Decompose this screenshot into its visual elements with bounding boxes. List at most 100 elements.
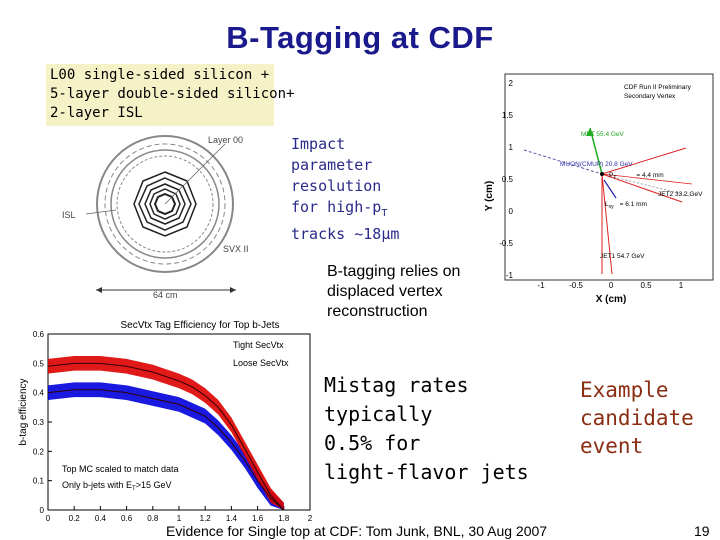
detector-diagram: Layer 00 ISL SVX II 64 cm — [62, 135, 249, 300]
silicon-description: L00 single-sided silicon + 5-layer doubl… — [46, 64, 295, 126]
efficiency-chart: SecVtx Tag Efficiency for Top b-Jets b-t… — [18, 320, 313, 523]
isl-label: ISL — [62, 210, 76, 220]
example-line: Example — [580, 378, 669, 402]
x-tick-label: 1.2 — [200, 514, 212, 523]
impact-subscript: T — [381, 208, 388, 219]
met-arrowhead — [586, 128, 594, 136]
jet2-label: JET2 33.2 GeV — [658, 191, 703, 198]
mistag-line: Mistag rates — [324, 373, 469, 397]
btag-relies-text: B-tagging relies on displaced vertex rec… — [327, 262, 460, 322]
muon-label: MUON(CMUP) 20.8 GeV — [560, 161, 633, 168]
y-tick-label: 0.6 — [33, 330, 45, 339]
mistag-line: light-flavor jets — [324, 460, 529, 484]
svx-layer — [149, 188, 181, 220]
page-number: 19 — [694, 523, 710, 539]
y-tick: 1 — [509, 143, 514, 152]
impact-line: for high-pT — [291, 197, 399, 224]
x-tick-label: 1.6 — [252, 514, 264, 523]
chart-annotation: Top MC scaled to match data — [62, 464, 179, 474]
svx-layer — [144, 183, 186, 225]
relies-line: reconstruction — [327, 303, 428, 320]
isl-inner-ring — [104, 143, 226, 265]
silicon-line: 2-layer ISL — [50, 105, 143, 121]
chart-y-ticks: 0 0.1 0.2 0.3 0.4 0.5 0.6 — [33, 330, 52, 515]
example-line: event — [580, 434, 644, 458]
example-caption: Example candidate event — [580, 376, 694, 460]
x-tick-label: 1.4 — [226, 514, 238, 523]
relies-line: B-tagging relies on — [327, 263, 461, 280]
jet2-line — [601, 173, 683, 203]
y-tick-label: 0.4 — [33, 389, 45, 398]
line-tight — [47, 389, 285, 511]
isl-outer-ring — [96, 135, 234, 273]
x-tick-label: 0.6 — [121, 514, 133, 523]
legend-tight: Tight SecVtx — [233, 340, 284, 350]
silicon-line: 5-layer double-sided silicon+ — [50, 86, 295, 102]
example-line: candidate — [580, 406, 694, 430]
annotation-text: Only b-jets with E — [62, 480, 132, 490]
y-tick-label: 0.1 — [33, 477, 45, 486]
x-tick: -1 — [537, 281, 545, 290]
mistag-text: Mistag rates typically 0.5% for light-fl… — [324, 371, 529, 487]
primary-vertex — [600, 172, 604, 176]
x-tick: 1 — [679, 281, 684, 290]
y-tick-label: 0 — [40, 506, 45, 515]
event-display: CDF Run II Preliminary Secondary Vertex … — [484, 73, 714, 305]
layer00-label: Layer 00 — [208, 135, 243, 145]
x-tick: 0 — [609, 281, 614, 290]
x-tick-label: 0 — [46, 514, 51, 523]
displaced-track — [603, 179, 617, 199]
impact-line: tracks ~18μm — [291, 224, 399, 245]
x-tick-label: 1.8 — [278, 514, 290, 523]
chart-title: SecVtx Tag Efficiency for Top b-Jets — [121, 320, 280, 331]
annotation-subscript: T — [132, 486, 136, 492]
svx-label: SVX II — [223, 244, 249, 254]
chart-x-ticks: 0 0.2 0.4 0.6 0.8 1 1.2 1.4 1.6 1.8 2 — [46, 506, 313, 523]
scale-arrow-left — [96, 287, 102, 293]
x-tick-label: 2 — [308, 514, 313, 523]
isl-pointer — [85, 209, 117, 215]
y-tick-label: 0.3 — [33, 418, 45, 427]
pt-symbol: P — [609, 172, 613, 179]
jet2-line — [601, 173, 693, 185]
y-tick: -0.5 — [499, 239, 513, 248]
layer00 — [153, 192, 177, 216]
layer00-pointer — [164, 143, 226, 205]
lxy-subscript: xy — [609, 204, 615, 210]
chart-ylabel: b-tag efficiency — [18, 378, 29, 445]
event-header1: CDF Run II Preliminary — [624, 84, 692, 91]
y-tick: -1 — [506, 271, 514, 280]
jet1-line — [601, 173, 613, 275]
annotation-text: >15 GeV — [136, 480, 172, 490]
svx-layer — [138, 177, 192, 231]
event-x-ticks: -1 -0.5 0 0.5 1 — [537, 281, 683, 290]
event-xlabel: X (cm) — [596, 294, 627, 305]
svx-ring — [116, 155, 214, 253]
pt-readout: PT = 4.4 mm — [609, 172, 664, 181]
lxy-symbol: L — [605, 201, 609, 208]
impact-line: resolution — [291, 177, 382, 195]
event-header2: Secondary Vertex — [624, 93, 676, 100]
y-tick: 0 — [509, 207, 514, 216]
footer-text: Evidence for Single top at CDF: Tom Junk… — [166, 523, 548, 539]
slide-title: B-Tagging at CDF — [226, 20, 494, 55]
legend-loose: Loose SecVtx — [233, 358, 289, 368]
scale-label: 64 cm — [153, 290, 178, 300]
y-tick: 1.5 — [502, 111, 514, 120]
met-label: MET 55.4 GeV — [581, 131, 625, 138]
svx-outer-ring — [110, 149, 220, 259]
scale-arrow-right — [230, 287, 236, 293]
chart-lines — [47, 362, 285, 511]
jet1-label: JET1 54.7 GeV — [600, 253, 645, 260]
x-tick-label: 0.8 — [147, 514, 159, 523]
band-loose — [48, 356, 284, 510]
impact-text: tracks ~18 — [291, 225, 382, 243]
line-loose — [47, 362, 285, 511]
impact-unit: μm — [381, 225, 400, 243]
lxy-readout: Lxy = 6.1 mm — [605, 201, 647, 210]
pt-value: = 4.4 mm — [636, 172, 663, 179]
y-tick: 2 — [509, 79, 514, 88]
muon-track — [523, 149, 603, 175]
x-tick-label: 0.4 — [95, 514, 107, 523]
x-tick: 0.5 — [640, 281, 652, 290]
